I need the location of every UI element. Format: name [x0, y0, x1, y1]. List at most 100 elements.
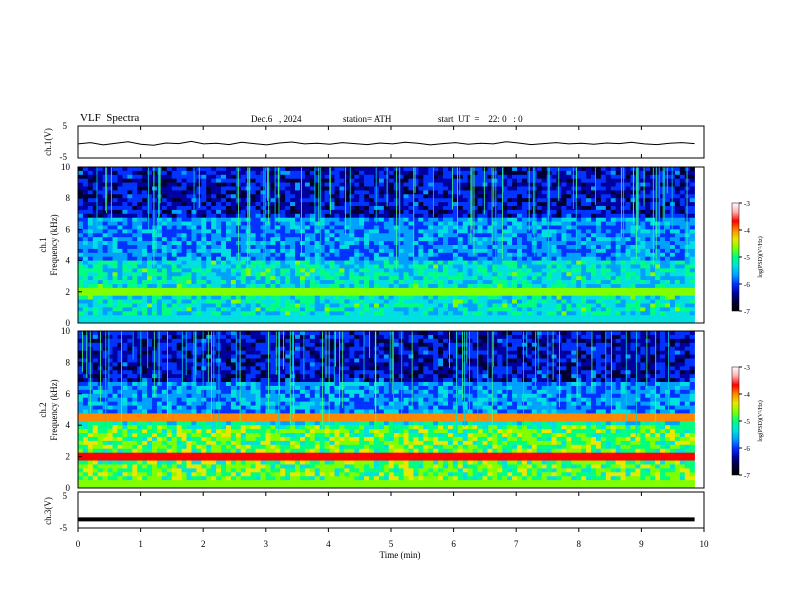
spec-cell [625, 170, 631, 176]
spec-cell [561, 213, 567, 218]
spec-cell [605, 260, 612, 265]
spec-cell [660, 248, 666, 254]
spec-cell [132, 190, 138, 195]
spec-cell [295, 307, 301, 312]
spec-cell [176, 315, 182, 320]
spec-cell [97, 178, 103, 183]
spec-cell [255, 256, 261, 261]
spec-cell [615, 194, 621, 199]
spec-cell [561, 229, 567, 234]
spec-cell [166, 217, 173, 222]
spec-cell [161, 178, 168, 183]
spec-cell [566, 190, 572, 195]
spec-cell [443, 291, 449, 296]
spec-cell [674, 287, 681, 293]
spec-cell [211, 182, 217, 187]
spec-cell [230, 174, 237, 179]
spec-cell [181, 248, 187, 254]
spec-cell [166, 268, 173, 273]
spec-cell [447, 291, 454, 296]
spec-cell [660, 252, 666, 257]
spec-cell [428, 319, 434, 324]
spec-cell [151, 237, 158, 242]
spec-cell [280, 287, 286, 293]
spec-cell [462, 213, 468, 218]
spec-cell [418, 291, 424, 296]
spec-cell [595, 170, 602, 176]
spec-cell [314, 276, 321, 281]
spec-cell [319, 272, 325, 277]
spec-cell [132, 284, 138, 289]
spec-cell [176, 264, 182, 269]
spec-cell [260, 233, 266, 238]
spec-cell [299, 237, 306, 242]
spec-cell [650, 237, 656, 242]
spec-cell [354, 287, 360, 293]
spec-cell [295, 198, 301, 203]
spec-cell [206, 245, 212, 250]
spec-cell [472, 307, 478, 312]
spec-cell [364, 276, 370, 281]
spec-cell [467, 202, 473, 207]
spec-cell [536, 284, 542, 289]
spec-cell [181, 256, 187, 261]
spec-cell [354, 248, 360, 254]
spec-cell [423, 233, 429, 238]
spec-cell [221, 287, 227, 293]
spec-cell [551, 287, 557, 293]
spec-cell [373, 272, 380, 277]
spec-cell [521, 233, 528, 238]
spec-cell [354, 303, 360, 308]
spec-cell [620, 299, 626, 304]
spec-cell [181, 307, 187, 312]
spec-cell [359, 178, 365, 183]
spec-cell [472, 303, 478, 308]
spec-cell [181, 287, 187, 293]
spec-cell [112, 295, 118, 300]
spec-cell [334, 307, 340, 312]
spec-cell [250, 186, 256, 191]
spec-cell [354, 198, 360, 203]
spec-cell [275, 264, 281, 269]
spec-cell [423, 284, 429, 289]
spec-cell [393, 287, 399, 293]
spec-cell [423, 198, 429, 203]
spec-cell [265, 182, 271, 187]
spec-cell [447, 248, 454, 254]
spec-cell [156, 272, 163, 277]
spec-cell [245, 186, 251, 191]
spec-cell [502, 178, 508, 183]
spec-cell [625, 307, 631, 312]
spec-cell [309, 174, 316, 179]
spec-cell [265, 233, 271, 238]
spec-cell [605, 202, 612, 207]
spec-cell [304, 311, 311, 316]
spec-cell [97, 209, 103, 215]
spec-cell [82, 303, 89, 308]
spec-cell [645, 206, 651, 211]
spec-cell [576, 287, 582, 293]
spec-cell [615, 178, 621, 183]
spec-cell [78, 182, 84, 187]
spec-cell [423, 217, 429, 222]
spec-cell [669, 260, 676, 265]
spec-cell [324, 174, 330, 179]
spec-cell [433, 170, 439, 176]
spec-cell [171, 233, 177, 238]
spec-cell [556, 268, 562, 273]
spec-cell [102, 276, 108, 281]
spec-cell [171, 182, 177, 187]
spec-cell [388, 186, 394, 191]
spec-cell [314, 190, 321, 195]
spec-cell [443, 256, 449, 261]
spec-cell [339, 229, 345, 234]
spec-cell [206, 194, 212, 199]
spec-cell [492, 303, 498, 308]
spec-cell [216, 299, 222, 304]
spec-cell [295, 174, 301, 179]
spec-cell [102, 221, 108, 226]
spec-cell [270, 319, 276, 324]
spec-cell [541, 167, 547, 172]
spec-cell [171, 264, 177, 269]
spec-cell [477, 241, 483, 246]
